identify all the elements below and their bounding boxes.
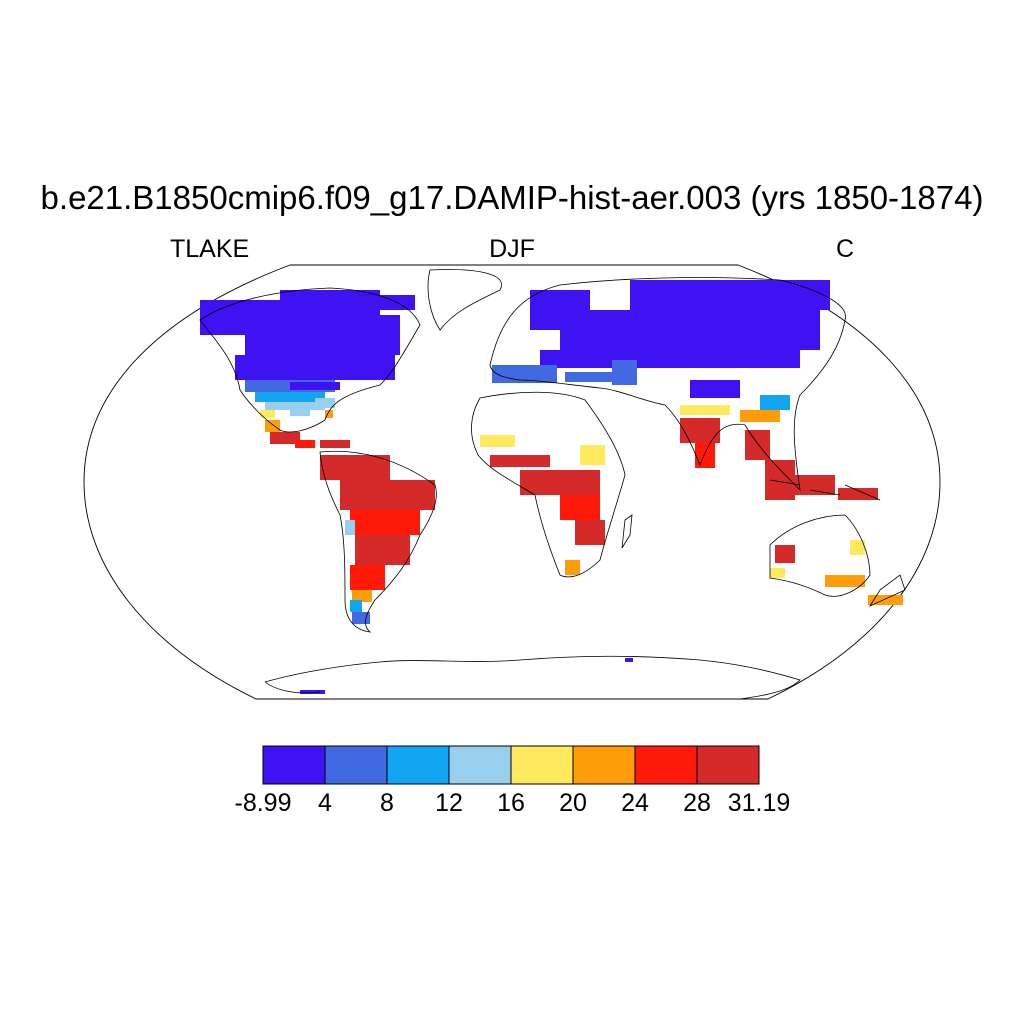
colorbar-tick-label: 24: [621, 789, 649, 817]
colorbar-tick-label: 31.19: [727, 789, 791, 817]
season-label: DJF: [489, 235, 535, 263]
colorbar-tick-label: 4: [318, 789, 332, 817]
colorbar: [262, 745, 760, 785]
colorbar-box: [510, 745, 574, 785]
temperature-field: [200, 280, 903, 694]
colorbar-box: [696, 745, 760, 785]
colorbar-tick-label: -8.99: [234, 789, 292, 817]
madagascar-outline: [621, 514, 633, 549]
new-zealand-outline: [868, 574, 906, 607]
colorbar-tick-label: 20: [559, 789, 587, 817]
south-america-outline: [319, 450, 437, 633]
colorbar-box: [634, 745, 698, 785]
colorbar-tick-label: 12: [435, 789, 463, 817]
eurasia-outline: [489, 277, 846, 492]
colorbar-box: [386, 745, 450, 785]
colorbar-box: [448, 745, 512, 785]
north-america-outline: [199, 287, 421, 433]
indonesia-outline: [769, 479, 881, 501]
colorbar-tick-label: 8: [380, 789, 394, 817]
africa-outline: [471, 391, 626, 578]
colorbar-tick-label: 16: [497, 789, 525, 817]
greenland-outline: [427, 269, 502, 331]
colorbar-box: [572, 745, 636, 785]
map-title: b.e21.B1850cmip6.f09_g17.DAMIP-hist-aer.…: [40, 179, 984, 216]
colorbar-box: [324, 745, 388, 785]
coastlines: [199, 269, 906, 700]
variable-label: TLAKE: [170, 235, 250, 263]
colorbar-box: [262, 745, 326, 785]
units-label: C: [836, 235, 855, 263]
colorbar-tick-label: 28: [683, 789, 711, 817]
australia-outline: [769, 514, 871, 597]
antarctica-outline: [264, 655, 801, 700]
